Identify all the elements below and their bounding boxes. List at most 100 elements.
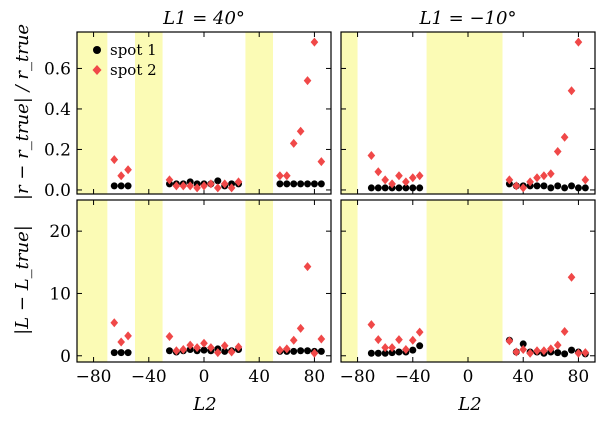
point-top-right-s2-4 — [395, 171, 403, 181]
point-bottom-right-s2-2 — [381, 343, 389, 353]
x-tick-label-bottom-left-1: −40 — [131, 367, 167, 387]
panel-title-top-right: L1 = −10° — [419, 8, 517, 29]
point-top-left-s2-17 — [296, 126, 305, 136]
point-bottom-right-s2-3 — [388, 343, 396, 353]
point-top-left-s1-17 — [297, 180, 305, 188]
point-top-right-s1-12 — [533, 182, 541, 190]
x-tick-label-bottom-right-3: 40 — [512, 367, 534, 387]
point-top-left-s2-11 — [220, 179, 229, 189]
point-bottom-left-s1-17 — [297, 347, 305, 355]
point-bottom-right-s2-13 — [540, 346, 548, 356]
legend-marker-spot-1 — [93, 46, 101, 54]
point-bottom-left-s2-3 — [165, 331, 174, 341]
xlabel-right: L2 — [457, 394, 481, 415]
point-top-right-s1-0 — [367, 184, 375, 192]
point-top-right-s1-1 — [374, 184, 382, 192]
point-bottom-left-s2-5 — [179, 345, 188, 355]
point-top-left-s1-15 — [283, 180, 291, 188]
shaded-band-bottom-right-1 — [426, 200, 503, 362]
point-top-left-s1-20 — [317, 180, 325, 188]
point-bottom-left-s2-14 — [276, 345, 284, 355]
legend: spot 1 spot 2 — [92, 41, 157, 79]
y-tick-label-bottom-left-1: 10 — [49, 284, 71, 304]
legend-label-spot-2: spot 2 — [110, 61, 157, 79]
point-top-left-s1-1 — [117, 182, 125, 190]
point-top-left-s2-8 — [200, 181, 208, 191]
point-top-left-s2-2 — [124, 165, 132, 175]
point-bottom-left-s2-15 — [283, 344, 291, 354]
shaded-band-bottom-left-2 — [245, 200, 274, 362]
point-bottom-left-s2-2 — [124, 331, 132, 341]
point-top-right-s2-11 — [526, 177, 534, 187]
point-top-left-s1-10 — [214, 177, 222, 185]
point-bottom-right-s2-15 — [553, 340, 562, 350]
point-bottom-right-s2-10 — [519, 345, 528, 355]
point-bottom-left-s1-18 — [304, 347, 312, 355]
point-bottom-right-s1-4 — [395, 348, 403, 356]
point-bottom-right-s2-7 — [415, 327, 424, 337]
plot-frame-bottom-left — [76, 199, 332, 363]
point-top-left-s1-14 — [276, 180, 284, 188]
x-tick-label-bottom-left-4: 80 — [304, 367, 326, 387]
point-top-right-s2-18 — [574, 37, 583, 47]
point-top-right-s2-0 — [367, 151, 376, 161]
panel-title-top-left: L1 = 40° — [162, 8, 245, 29]
point-top-right-s1-16 — [561, 184, 569, 192]
point-top-right-s1-4 — [395, 184, 403, 192]
shaded-band-top-left-2 — [245, 32, 274, 194]
point-top-right-s2-14 — [547, 169, 555, 179]
x-tick-label-bottom-left-2: 0 — [199, 367, 210, 387]
x-tick-label-bottom-left-0: −80 — [76, 367, 112, 387]
point-top-left-s2-3 — [165, 175, 174, 185]
point-bottom-right-s1-0 — [367, 349, 375, 357]
point-bottom-left-s2-9 — [207, 343, 215, 353]
point-bottom-left-s1-20 — [317, 347, 325, 355]
point-bottom-left-s2-17 — [296, 323, 305, 333]
point-bottom-right-s1-17 — [568, 346, 576, 354]
point-top-left-s2-16 — [289, 138, 298, 148]
point-top-left-s2-6 — [186, 181, 195, 191]
point-top-right-s1-13 — [540, 182, 548, 190]
point-bottom-left-s2-10 — [213, 348, 222, 358]
point-bottom-left-s2-20 — [317, 334, 326, 344]
point-bottom-left-s2-11 — [220, 341, 229, 351]
plot-frame-top-right — [340, 31, 596, 195]
point-bottom-right-s2-17 — [567, 272, 576, 282]
x-tick-label-bottom-right-1: −40 — [395, 367, 431, 387]
point-top-left-s2-4 — [172, 181, 181, 191]
shaded-band-bottom-right-0 — [341, 200, 358, 362]
point-bottom-left-s2-0 — [110, 318, 119, 328]
shaded-band-top-left-1 — [134, 32, 163, 194]
point-bottom-right-s2-19 — [581, 348, 590, 358]
point-top-left-s2-15 — [283, 171, 291, 181]
point-top-left-s2-5 — [179, 181, 188, 191]
point-bottom-left-s2-8 — [200, 338, 208, 348]
point-top-left-s1-2 — [124, 182, 132, 190]
point-top-right-s2-3 — [388, 179, 396, 189]
point-bottom-right-s1-1 — [374, 349, 382, 357]
point-top-right-s1-6 — [409, 184, 417, 192]
ylabel-top-left: |r − r_true| / r_true — [12, 24, 33, 200]
panels: 0.0 0.2 0.4 0.6 L1 = 40° L1 = −10° −80 −40 0 40 80… — [44, 8, 596, 387]
point-bottom-right-s1-7 — [416, 342, 424, 350]
point-top-right-s1-18 — [574, 184, 582, 192]
point-bottom-right-s2-14 — [547, 344, 555, 354]
point-top-left-s2-1 — [117, 171, 125, 181]
point-bottom-left-s1-16 — [290, 347, 298, 355]
shaded-band-bottom-left-0 — [77, 200, 108, 362]
point-bottom-right-s2-4 — [395, 335, 403, 345]
point-bottom-left-s2-4 — [172, 346, 181, 356]
y-tick-label-top-left-1: 0.2 — [44, 140, 71, 160]
point-bottom-right-s2-18 — [574, 348, 583, 358]
point-bottom-left-s1-3 — [165, 347, 173, 355]
shaded-band-top-right-1 — [426, 32, 503, 194]
point-top-right-s1-7 — [416, 184, 424, 192]
point-bottom-left-s1-8 — [200, 346, 208, 354]
legend-marker-spot-2 — [92, 65, 102, 75]
point-top-left-s2-20 — [317, 157, 326, 167]
x-tick-label-bottom-left-3: 40 — [248, 367, 270, 387]
point-bottom-right-s2-5 — [402, 345, 410, 355]
point-bottom-left-s2-6 — [186, 340, 195, 350]
x-tick-label-bottom-right-2: 0 — [463, 367, 474, 387]
